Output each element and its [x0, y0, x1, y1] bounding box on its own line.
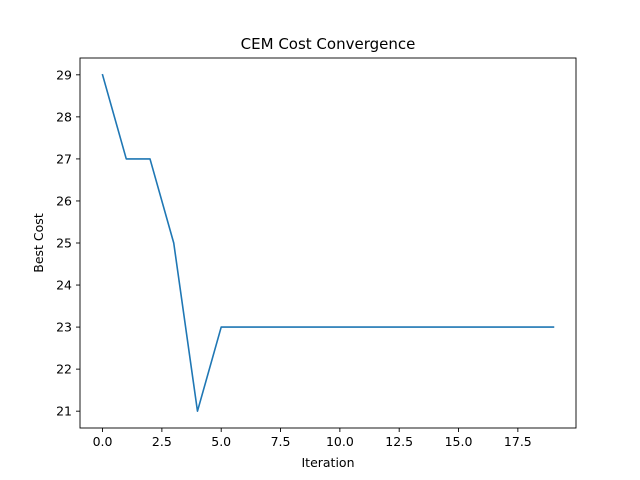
y-tick-label: 22 — [56, 362, 72, 377]
y-tick-label: 26 — [56, 193, 72, 208]
series-layer — [101, 73, 555, 412]
y-tick-label: 29 — [56, 67, 72, 82]
x-tick-label: 12.5 — [385, 434, 413, 449]
x-tick-label: 7.5 — [271, 434, 291, 449]
x-axis-label: Iteration — [301, 455, 354, 470]
y-tick-label: 27 — [56, 151, 72, 166]
x-tick-label: 5.0 — [211, 434, 231, 449]
y-tick-label: 24 — [56, 278, 72, 293]
x-tick-label: 0.0 — [93, 434, 113, 449]
x-tick-label: 2.5 — [152, 434, 172, 449]
y-axis: 21 22 23 24 25 26 27 28 29 — [56, 67, 80, 419]
x-axis: 0.0 2.5 5.0 7.5 10.0 12.5 15.0 17.5 — [93, 428, 532, 449]
x-tick-label: 17.5 — [504, 434, 532, 449]
y-tick-label: 28 — [56, 109, 72, 124]
y-axis-label: Best Cost — [31, 213, 46, 273]
x-tick-label: 10.0 — [326, 434, 354, 449]
x-tick-label: 15.0 — [445, 434, 473, 449]
chart-title: CEM Cost Convergence — [241, 35, 416, 53]
y-tick-label: 21 — [56, 404, 72, 419]
y-tick-label: 25 — [56, 236, 72, 251]
y-tick-label: 23 — [56, 320, 72, 335]
series-line — [101, 73, 555, 412]
